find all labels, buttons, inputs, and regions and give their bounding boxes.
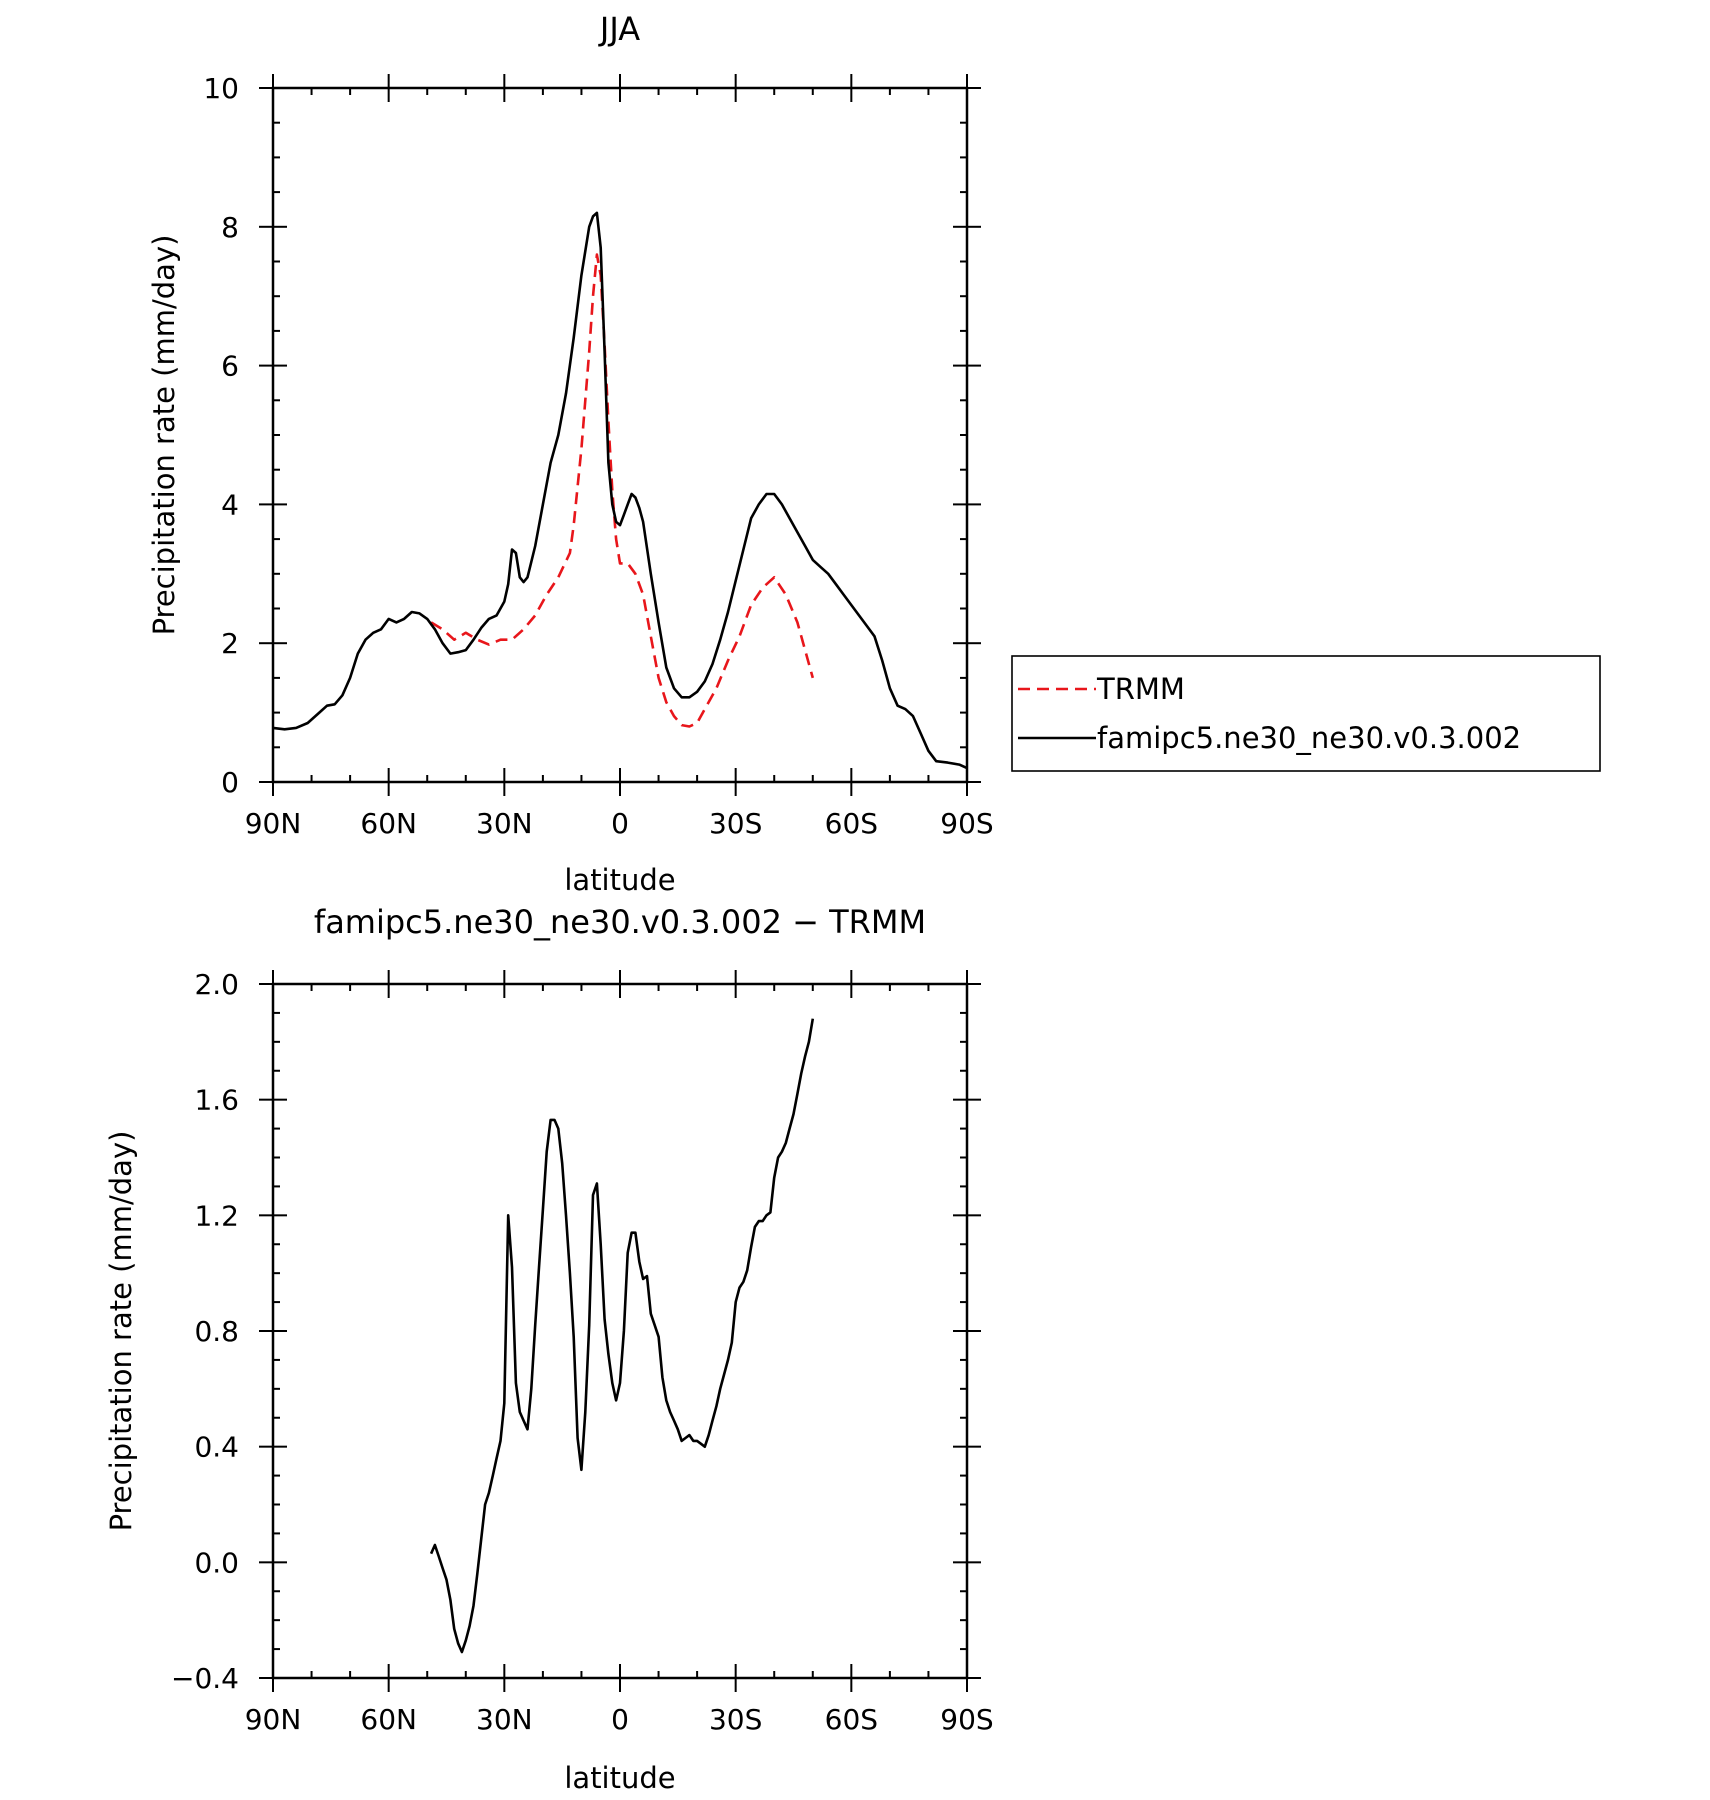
top-x-tick-label: 60N — [360, 807, 417, 840]
top-y-tick-label: 10 — [203, 72, 239, 105]
bottom-chart-title: famipc5.ne30_ne30.v0.3.002 − TRMM — [314, 903, 926, 941]
legend-box — [1011, 655, 1601, 772]
top-x-tick-label: 60S — [825, 807, 878, 840]
bottom-y-tick-label: 0.0 — [194, 1546, 239, 1579]
legend-label-trmm: TRMM — [1096, 672, 1185, 706]
top-x-tick-label: 90S — [940, 807, 993, 840]
bottom-panel: famipc5.ne30_ne30.v0.3.002 − TRMM 90N 60N… — [104, 903, 994, 1795]
top-x-tick-label: 30N — [476, 807, 533, 840]
top-y-tick-label: 8 — [221, 211, 239, 244]
bottom-plot-frame — [271, 982, 969, 1680]
legend: TRMM famipc5.ne30_ne30.v0.3.002 — [1011, 655, 1601, 772]
legend-label-model: famipc5.ne30_ne30.v0.3.002 — [1097, 721, 1521, 755]
bottom-ticks-group: 90N 60N 30N 0 30S 60S 90S −0.4 0.0 0.4 0.8 1.2 1.6 2.… — [171, 968, 994, 1736]
top-x-tick-label: 90N — [245, 807, 302, 840]
bottom-x-axis-label: latitude — [564, 1761, 675, 1795]
bottom-x-tick-label: 90N — [245, 1703, 302, 1736]
top-ticks-group: 90N 60N 30N 0 30S 60S 90S 0 2 4 6 8 10 — [203, 72, 993, 840]
top-y-axis-label: Precipitation rate (mm/day) — [147, 235, 181, 636]
top-y-tick-label: 0 — [221, 766, 239, 799]
bottom-x-tick-label: 30N — [476, 1703, 533, 1736]
bottom-y-axis-label: Precipitation rate (mm/day) — [104, 1131, 138, 1532]
bottom-series-group — [429, 1018, 815, 1654]
bottom-x-tick-label: 0 — [611, 1703, 629, 1736]
bottom-y-tick-label: 1.2 — [194, 1199, 239, 1232]
top-y-tick-label: 2 — [221, 627, 239, 660]
bottom-y-tick-label: 0.8 — [194, 1315, 239, 1348]
top-series-group — [272, 211, 968, 770]
top-x-tick-label: 30S — [709, 807, 762, 840]
bottom-y-tick-label: 1.6 — [194, 1084, 239, 1117]
top-x-axis-label: latitude — [564, 863, 675, 897]
top-y-tick-label: 6 — [221, 350, 239, 383]
top-chart-title: JJA — [598, 10, 640, 48]
top-series-line-trmm — [430, 253, 815, 728]
top-x-tick-label: 0 — [611, 807, 629, 840]
bottom-y-tick-label: 2.0 — [194, 968, 239, 1001]
top-series-line-famipc5-ne30-ne30-v0-3-002 — [272, 211, 968, 770]
bottom-y-tick-label: −0.4 — [171, 1662, 239, 1695]
bottom-x-tick-label: 60N — [360, 1703, 417, 1736]
bottom-x-tick-label: 60S — [825, 1703, 878, 1736]
bottom-x-tick-label: 90S — [940, 1703, 993, 1736]
top-y-tick-label: 4 — [221, 488, 239, 521]
bottom-y-tick-label: 0.4 — [194, 1431, 239, 1464]
top-plot-frame — [271, 86, 969, 784]
bottom-series-line-0 — [429, 1018, 815, 1654]
bottom-x-tick-label: 30S — [709, 1703, 762, 1736]
